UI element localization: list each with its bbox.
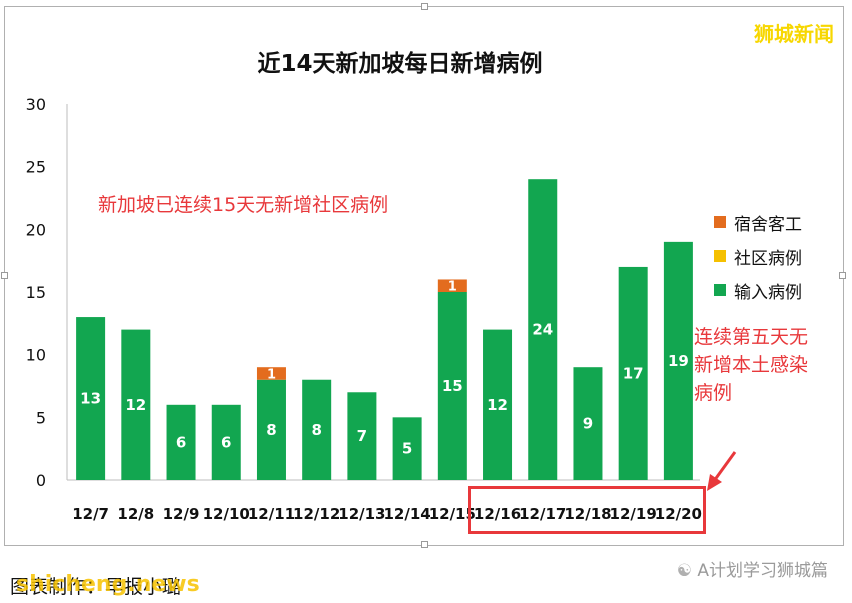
resize-handle-bottom[interactable] (421, 541, 428, 548)
bar-imported (437, 292, 467, 480)
x-tick-label: 12/10 (203, 505, 250, 523)
x-tick-label: 12/20 (655, 505, 702, 523)
legend-item-dormitory: 宿舍客工 (714, 205, 802, 239)
bar-imported (483, 329, 513, 480)
bar-imported (302, 379, 332, 480)
y-tick-label: 15 (26, 283, 46, 302)
data-label-imported: 24 (532, 321, 553, 339)
chart-legend: 宿舍客工 社区病例 输入病例 (714, 205, 802, 307)
x-tick-label: 12/14 (383, 505, 430, 523)
data-label-imported: 7 (357, 427, 367, 445)
legend-swatch-dormitory (714, 216, 726, 228)
bar-imported (256, 379, 286, 480)
bar-dormitory (437, 279, 467, 292)
bar-imported (121, 329, 151, 480)
highlight-box-last-five-days (468, 486, 706, 534)
bar-imported (528, 179, 558, 480)
annotation-no-local-line1: 连续第五天无 (694, 326, 809, 348)
data-label-dormitory: 1 (448, 280, 457, 295)
annotation-arrow-head (707, 474, 722, 491)
watermark: shicheng.news (16, 572, 200, 597)
bar-imported (347, 392, 377, 480)
x-tick-label: 12/19 (610, 505, 657, 523)
y-tick-label: 20 (26, 220, 46, 239)
y-tick-label: 30 (26, 95, 46, 114)
wechat-icon: ☯ (676, 561, 692, 581)
legend-swatch-community (714, 250, 726, 262)
data-label-imported: 8 (266, 421, 276, 439)
data-label-imported: 6 (221, 433, 231, 451)
bar-imported (392, 417, 422, 480)
data-label-imported: 6 (176, 433, 186, 451)
x-tick-label: 12/15 (429, 505, 476, 523)
brand-logo-text: 狮城新闻 (754, 22, 834, 46)
legend-item-community: 社区病例 (714, 239, 802, 273)
x-tick-label: 12/16 (474, 505, 521, 523)
resize-handle-left[interactable] (1, 272, 8, 279)
x-tick-label: 12/11 (248, 505, 295, 523)
data-label-imported: 9 (583, 415, 593, 433)
x-tick-label: 12/12 (293, 505, 340, 523)
bottom-caption: 图表制作：早报小璐 (10, 576, 182, 598)
data-label-imported: 5 (402, 440, 412, 458)
annotation-arrow-shaft (712, 451, 737, 482)
chart-title: 近14天新加坡每日新增病例 (257, 51, 543, 77)
data-label-imported: 8 (311, 421, 321, 439)
annotation-no-local-line2: 新增本土感染 (694, 354, 809, 376)
x-tick-label: 12/17 (519, 505, 566, 523)
legend-swatch-imported (714, 284, 726, 296)
data-label-imported: 15 (442, 377, 463, 395)
y-tick-label: 0 (36, 471, 46, 490)
data-label-imported: 13 (80, 390, 101, 408)
x-tick-label: 12/8 (117, 505, 154, 523)
legend-label-imported: 输入病例 (734, 282, 802, 303)
bar-imported (618, 266, 648, 480)
resize-handle-right[interactable] (839, 272, 846, 279)
bar-imported (166, 404, 196, 480)
x-tick-label: 12/13 (338, 505, 385, 523)
resize-handle-top[interactable] (421, 3, 428, 10)
bar-imported (211, 404, 241, 480)
y-tick-label: 5 (36, 408, 46, 427)
data-label-imported: 19 (668, 352, 689, 370)
data-label-imported: 12 (125, 396, 146, 414)
y-tick-label: 25 (26, 158, 46, 177)
legend-label-dormitory: 宿舍客工 (734, 214, 802, 235)
bar-imported (663, 241, 693, 480)
wechat-account-label: ☯ A计划学习狮城篇 (677, 556, 828, 581)
legend-label-community: 社区病例 (734, 248, 802, 269)
y-tick-label: 10 (26, 346, 46, 365)
data-label-imported: 12 (487, 396, 508, 414)
x-tick-label: 12/9 (163, 505, 200, 523)
legend-item-imported: 输入病例 (714, 273, 802, 307)
annotation-no-local-line3: 病例 (694, 382, 733, 404)
bar-imported (76, 317, 106, 480)
annotation-no-community: 新加坡已连续15天无新增社区病例 (98, 194, 389, 216)
x-tick-label: 12/7 (72, 505, 109, 523)
data-label-imported: 17 (623, 364, 644, 382)
bar-imported (573, 367, 603, 480)
wechat-account-name: A计划学习狮城篇 (697, 561, 828, 581)
bar-dormitory (256, 367, 286, 380)
data-label-dormitory: 1 (267, 367, 276, 382)
x-tick-label: 12/18 (564, 505, 611, 523)
